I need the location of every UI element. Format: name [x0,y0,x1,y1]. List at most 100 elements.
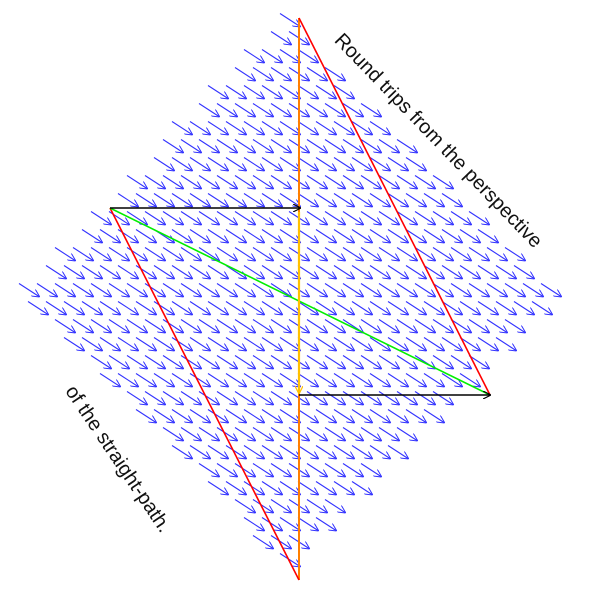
field-arrow [297,337,318,351]
field-arrow [234,283,255,297]
field-arrow [117,229,138,243]
field-arrow [198,427,219,441]
field-arrow [396,175,417,189]
field-arrow [315,85,336,99]
field-arrow [252,319,273,333]
field-arrow [261,301,282,315]
field-arrow [333,157,354,171]
field-arrow [396,139,417,153]
field-arrow [171,121,192,135]
field-arrow [270,499,291,513]
field-arrow [234,355,255,369]
field-arrow [360,211,381,225]
field-arrow [234,391,255,405]
field-arrow [225,229,246,243]
field-arrow [144,355,165,369]
field-arrow [279,157,300,171]
field-arrow [117,265,138,279]
field-arrow [441,265,462,279]
field-arrow [504,247,525,261]
field-arrow [468,211,489,225]
field-arrow [108,247,129,261]
field-arrow [171,301,192,315]
field-arrow [297,265,318,279]
field-arrow [450,355,471,369]
diamond-edge-top-right [298,17,491,396]
field-arrow [252,391,273,405]
field-arrow [180,319,201,333]
field-arrow [261,445,282,459]
field-arrow [234,139,255,153]
field-arrow [369,229,390,243]
field-arrow [135,373,156,387]
field-arrow [198,391,219,405]
field-arrow [153,337,174,351]
field-arrow [333,373,354,387]
field-arrow [126,319,147,333]
field-arrow [189,445,210,459]
field-arrow [261,157,282,171]
field-arrow [324,283,345,297]
field-arrow [342,283,363,297]
field-arrow [306,355,327,369]
field-arrow [18,283,39,297]
field-arrow [324,499,345,513]
field-arrow [279,229,300,243]
field-arrow [297,121,318,135]
field-arrow [459,337,480,351]
field-arrow [441,193,462,207]
field-arrow [216,139,237,153]
field-arrow [81,229,102,243]
field-arrow [198,463,219,477]
field-arrow [270,103,291,117]
field-arrow [252,211,273,225]
field-arrow [162,391,183,405]
field-arrow [468,247,489,261]
field-arrow [207,409,228,423]
field-arrow [369,265,390,279]
field-arrow [315,193,336,207]
field-arrow [162,283,183,297]
field-arrow [333,481,354,495]
field-arrow [306,319,327,333]
field-arrow [243,445,264,459]
field-arrow [378,391,399,405]
field-arrow [306,67,327,81]
field-arrow [261,337,282,351]
field-arrow [180,175,201,189]
field-arrow [396,391,417,405]
field-arrow [423,409,444,423]
field-arrow [90,355,111,369]
field-arrow [396,283,417,297]
field-arrow [459,229,480,243]
field-arrow [252,67,273,81]
field-arrow [225,121,246,135]
field-arrow [513,301,534,315]
field-arrow [234,427,255,441]
field-arrow [351,337,372,351]
field-arrow [126,175,147,189]
field-arrow [261,517,282,531]
field-arrow [423,337,444,351]
field-arrow [387,445,408,459]
field-arrow [351,121,372,135]
field-arrow [315,373,336,387]
field-arrow [108,283,129,297]
field-arrow [171,265,192,279]
field-arrow [171,229,192,243]
field-arrow [234,319,255,333]
field-arrow [207,373,228,387]
field-arrow [153,265,174,279]
field-arrow [270,67,291,81]
field-arrow [279,481,300,495]
field-arrow [351,481,372,495]
field-arrow [216,427,237,441]
field-arrow [387,301,408,315]
field-arrow [180,247,201,261]
field-arrow [423,265,444,279]
field-arrow [378,283,399,297]
field-arrow [216,355,237,369]
field-arrow [135,409,156,423]
field-arrow [324,247,345,261]
field-arrow [369,409,390,423]
